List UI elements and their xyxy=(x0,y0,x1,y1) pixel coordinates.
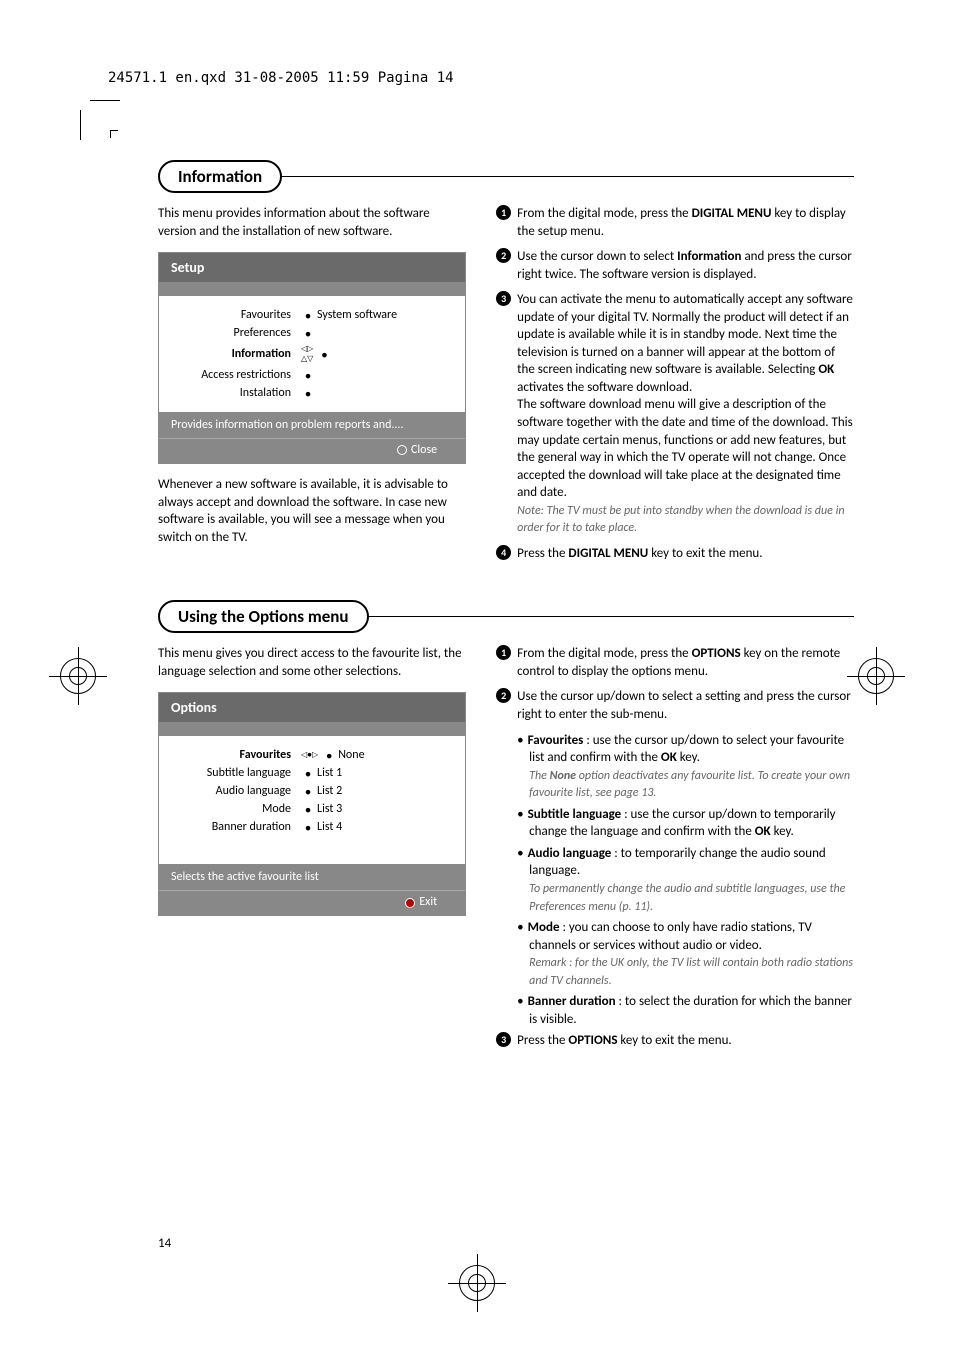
menu-item: Information◁▷△▽● xyxy=(159,342,465,366)
step-number-icon: 1 xyxy=(496,645,511,660)
menu-item: Audio language●List 2 xyxy=(159,782,465,800)
bullet-item: •Favourites : use the cursor up/down to … xyxy=(517,732,854,802)
menu-item: Favourites●System software xyxy=(159,306,465,324)
menu-item: Access restrictions● xyxy=(159,366,465,384)
step-number-icon: 2 xyxy=(496,248,511,263)
instruction-step: 1From the digital mode, press the DIGITA… xyxy=(496,205,854,240)
bullet-item: •Subtitle language : use the cursor up/d… xyxy=(517,806,854,841)
intro-text-2: This menu gives you direct access to the… xyxy=(158,645,466,680)
bullet-item: •Audio language : to temporarily change … xyxy=(517,845,854,915)
options-menu-screenshot: Options Favourites◁●▷●NoneSubtitle langu… xyxy=(158,692,466,916)
step-number-icon: 3 xyxy=(496,1032,511,1047)
page-number: 14 xyxy=(158,1236,171,1251)
step-number-icon: 4 xyxy=(496,545,511,560)
bullet-item: •Banner duration : to select the duratio… xyxy=(517,993,854,1028)
menu-item: Favourites◁●▷●None xyxy=(159,746,465,764)
left-note-text: Whenever a new software is available, it… xyxy=(158,476,466,546)
menu-item: Instalation● xyxy=(159,384,465,402)
menu-item: Preferences● xyxy=(159,324,465,342)
menu-close-row: Close xyxy=(159,438,465,463)
instruction-step: 1From the digital mode, press the OPTION… xyxy=(496,645,854,680)
menu-footer-2: Selects the active favourite list xyxy=(159,864,465,890)
menu-title-2: Options xyxy=(159,693,465,722)
menu-footer: Provides information on problem reports … xyxy=(159,412,465,438)
step-number-icon: 2 xyxy=(496,688,511,703)
menu-item: Mode●List 3 xyxy=(159,800,465,818)
menu-item: Subtitle language●List 1 xyxy=(159,764,465,782)
menu-item: Banner duration●List 4 xyxy=(159,818,465,836)
setup-menu-screenshot: Setup Favourites●System softwarePreferen… xyxy=(158,252,466,464)
menu-exit-row: Exit xyxy=(159,890,465,915)
instruction-step: 3You can activate the menu to automatica… xyxy=(496,291,854,537)
registration-mark-bottom xyxy=(459,1265,495,1301)
step-number-icon: 1 xyxy=(496,205,511,220)
section-heading-options: Using the Options menu xyxy=(158,600,369,633)
section-heading-information: Information xyxy=(158,160,282,193)
step-number-icon: 3 xyxy=(496,291,511,306)
instruction-step: 2Use the cursor up/down to select a sett… xyxy=(496,688,854,723)
instruction-step: 3Press the OPTIONS key to exit the menu. xyxy=(496,1032,854,1050)
bullet-item: •Mode : you can choose to only have radi… xyxy=(517,919,854,989)
instruction-step: 2Use the cursor down to select Informati… xyxy=(496,248,854,283)
menu-title: Setup xyxy=(159,253,465,282)
instruction-step: 4 Press the DIGITAL MENU key to exit the… xyxy=(496,545,854,563)
intro-text: This menu provides information about the… xyxy=(158,205,466,240)
